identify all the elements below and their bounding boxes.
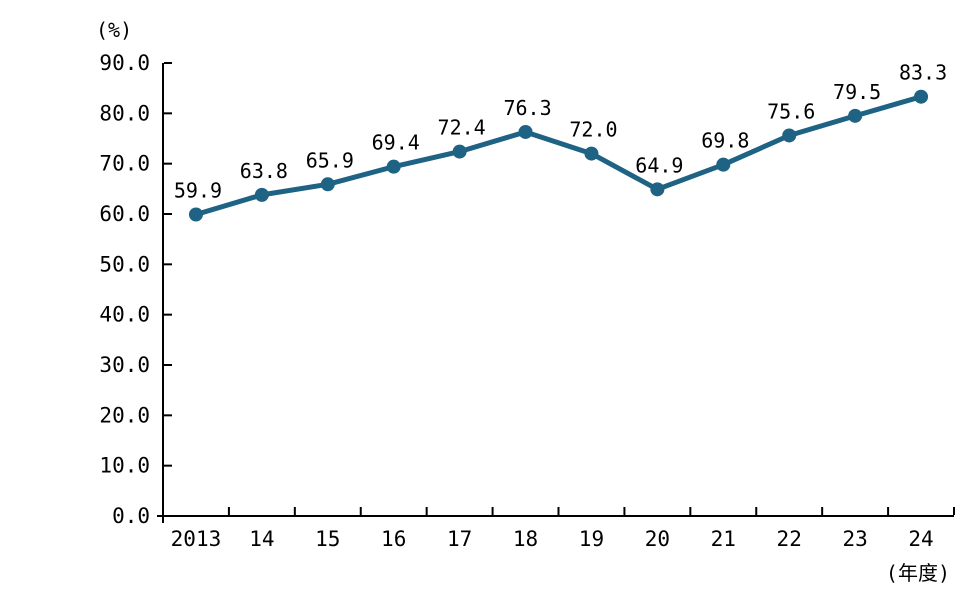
x-category-label: 22 <box>777 527 802 551</box>
data-point-label: 59.9 <box>174 179 222 203</box>
y-axis-unit-label: (%) <box>96 18 133 42</box>
data-point-label: 69.4 <box>372 131 420 155</box>
y-tick-label: 10.0 <box>99 454 150 478</box>
data-point <box>584 146 599 161</box>
data-point <box>386 159 401 174</box>
x-category-label: 24 <box>908 527 933 551</box>
data-point <box>320 177 335 192</box>
data-point <box>848 108 863 123</box>
y-tick-label: 90.0 <box>99 51 150 75</box>
y-tick-label: 40.0 <box>99 303 150 327</box>
data-point <box>782 128 797 143</box>
data-line <box>193 94 924 218</box>
data-point <box>188 207 203 222</box>
data-point <box>650 182 665 197</box>
x-category-label: 19 <box>579 527 604 551</box>
x-category-label: 16 <box>381 527 406 551</box>
data-point-label: 79.5 <box>833 80 881 104</box>
data-point-label: 72.0 <box>569 118 617 142</box>
data-point-label: 69.8 <box>701 129 749 153</box>
x-category-label: 18 <box>513 527 538 551</box>
data-point <box>518 124 533 139</box>
y-tick-label: 0.0 <box>112 504 150 528</box>
y-tick-label: 80.0 <box>99 101 150 125</box>
x-axis-unit-label: (年度) <box>885 561 950 585</box>
y-tick-label: 30.0 <box>99 353 150 377</box>
x-category-label: 14 <box>249 527 274 551</box>
data-point-label: 72.4 <box>438 116 486 140</box>
data-point-label: 75.6 <box>767 99 815 123</box>
data-point <box>914 89 929 104</box>
data-point <box>452 144 467 159</box>
data-point-label: 63.8 <box>240 159 288 183</box>
y-tick-label: 70.0 <box>99 152 150 176</box>
data-point-label: 65.9 <box>306 148 354 172</box>
y-tick-label: 20.0 <box>99 403 150 427</box>
x-category-label: 21 <box>711 527 736 551</box>
x-category-label: 20 <box>645 527 670 551</box>
x-category-label: 15 <box>315 527 340 551</box>
data-point <box>254 187 269 202</box>
x-category-label: 17 <box>447 527 472 551</box>
data-point-label: 83.3 <box>899 61 947 85</box>
data-point-label: 76.3 <box>503 96 551 120</box>
data-point-label: 64.9 <box>635 153 683 177</box>
data-point <box>716 157 731 172</box>
y-tick-label: 60.0 <box>99 202 150 226</box>
x-category-label: 2013 <box>171 527 222 551</box>
x-category-label: 23 <box>842 527 867 551</box>
y-tick-label: 50.0 <box>99 252 150 276</box>
